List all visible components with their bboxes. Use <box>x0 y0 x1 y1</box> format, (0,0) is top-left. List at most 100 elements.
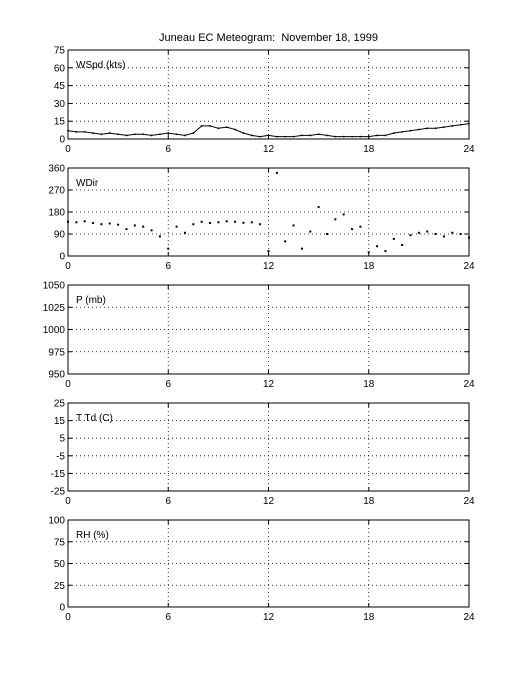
data-point <box>142 133 145 136</box>
y-tick-label: 25 <box>54 581 66 592</box>
x-tick-label: 18 <box>363 496 375 507</box>
data-point <box>409 234 412 237</box>
x-tick-label: 6 <box>165 379 171 390</box>
y-tick-label: 60 <box>54 63 66 74</box>
x-tick-label: 12 <box>263 612 275 623</box>
data-point <box>317 133 320 136</box>
y-tick-label: 15 <box>54 117 66 128</box>
y-tick-label: 270 <box>48 186 65 197</box>
data-point <box>242 221 245 224</box>
data-point <box>225 126 228 129</box>
data-point <box>250 134 253 137</box>
data-point <box>275 135 278 138</box>
x-tick-label: 0 <box>65 144 71 155</box>
data-point <box>67 220 69 223</box>
data-point <box>376 245 379 248</box>
data-point <box>200 125 203 127</box>
data-point <box>250 221 253 224</box>
data-point <box>359 225 362 228</box>
data-point <box>325 233 328 235</box>
data-point <box>459 123 462 126</box>
y-tick-label: 0 <box>59 252 65 263</box>
data-point <box>334 135 337 138</box>
data-point <box>451 125 454 127</box>
x-tick-label: 18 <box>363 612 375 623</box>
x-tick-label: 24 <box>463 496 475 507</box>
data-point <box>468 122 470 125</box>
data-point <box>209 125 211 127</box>
data-point <box>183 231 186 234</box>
data-point <box>75 130 78 133</box>
data-point <box>92 222 95 224</box>
panel-label: WDir <box>76 178 99 189</box>
data-point <box>459 233 462 235</box>
data-point <box>267 134 270 137</box>
panel-wdir: 0 6 12 18 24 0 90 180 270 360 WDir <box>48 164 475 273</box>
data-point <box>309 134 312 137</box>
y-tick-label: 1050 <box>43 281 66 292</box>
data-point <box>92 132 94 134</box>
data-point <box>117 133 120 136</box>
panel-pressure: 0 6 12 18 24 950 975 1000 1025 1050 P (mb) <box>43 281 475 391</box>
y-tick-label: 0 <box>59 603 65 614</box>
y-tick-label: 950 <box>48 370 65 381</box>
y-tick-label: 50 <box>54 559 66 570</box>
data-point <box>301 134 303 137</box>
data-point <box>434 233 437 235</box>
data-point <box>468 236 470 239</box>
data-point <box>234 220 237 223</box>
data-point <box>417 128 420 131</box>
data-point <box>217 221 220 224</box>
panel-rh: 0 6 12 18 24 0 25 50 75 100 RH (%) <box>48 516 475 624</box>
data-point <box>442 235 445 238</box>
x-tick-label: 0 <box>65 612 71 623</box>
data-point <box>384 134 387 137</box>
y-tick-label: 1000 <box>43 325 66 336</box>
data-point <box>242 132 245 134</box>
panel-label: P (mb) <box>76 295 106 306</box>
x-tick-label: 0 <box>65 261 71 272</box>
panel-wspd: 0 6 12 18 24 0 15 30 45 60 75 WSpd (kts) <box>54 46 475 156</box>
data-point <box>342 135 345 138</box>
x-tick-label: 18 <box>363 261 375 272</box>
data-point <box>351 228 354 231</box>
data-point <box>292 135 295 138</box>
data-point <box>125 228 128 231</box>
x-tick-label: 12 <box>263 261 275 272</box>
y-tick-label: 975 <box>48 347 65 358</box>
data-point <box>150 229 153 232</box>
x-tick-label: 6 <box>165 496 171 507</box>
data-point <box>67 129 69 132</box>
data-point <box>309 230 312 233</box>
data-point <box>451 231 454 234</box>
y-tick-label: 1025 <box>43 303 66 314</box>
data-point <box>200 220 203 223</box>
data-point <box>142 225 145 228</box>
data-point <box>83 130 86 133</box>
x-tick-label: 24 <box>463 261 475 272</box>
data-point <box>83 220 86 223</box>
y-tick-label: 100 <box>48 516 65 527</box>
data-point <box>426 230 429 233</box>
data-point <box>184 134 186 137</box>
data-point <box>409 129 412 132</box>
data-point <box>125 134 128 137</box>
data-point <box>401 244 404 246</box>
data-point <box>359 135 362 138</box>
x-tick-label: 24 <box>463 144 475 155</box>
data-point <box>225 220 228 223</box>
y-tick-label: 360 <box>48 164 65 175</box>
x-tick-label: 24 <box>463 379 475 390</box>
data-point <box>100 223 103 226</box>
data-point <box>426 127 429 130</box>
data-point <box>175 133 178 136</box>
data-point <box>267 250 270 253</box>
data-point <box>192 223 195 226</box>
data-point <box>417 231 420 234</box>
y-tick-label: 25 <box>54 399 66 410</box>
y-tick-label: 15 <box>54 416 66 427</box>
data-point <box>117 223 120 226</box>
data-point <box>401 130 404 133</box>
